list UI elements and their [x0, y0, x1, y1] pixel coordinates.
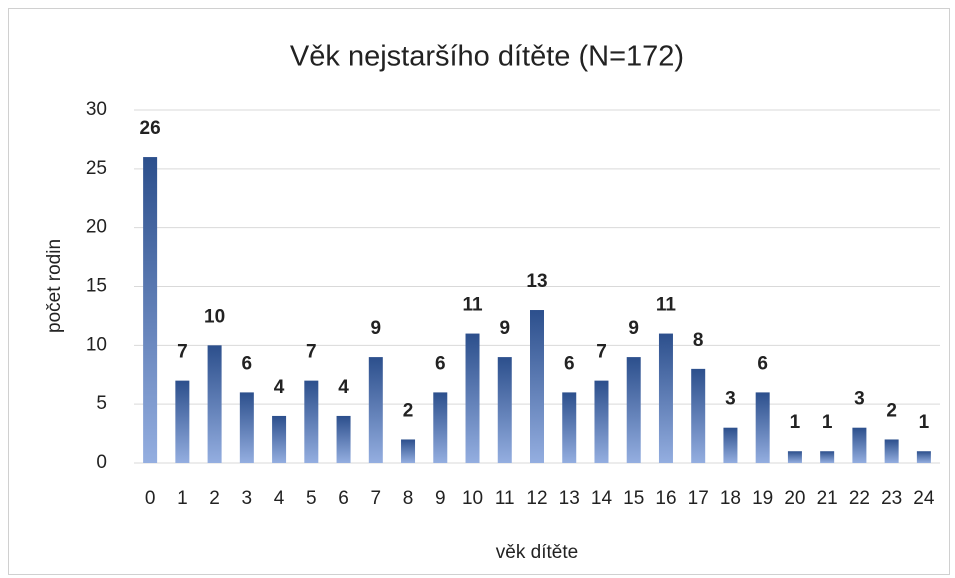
bar — [401, 439, 416, 463]
chart-title: Věk nejstaršího dítěte (N=172) — [290, 41, 684, 73]
x-axis-label: věk dítěte — [496, 542, 578, 563]
data-label: 6 — [757, 353, 768, 374]
data-label: 9 — [628, 318, 639, 339]
bar — [239, 392, 254, 463]
data-label: 7 — [177, 342, 188, 363]
x-tick-label: 24 — [913, 488, 935, 509]
bar — [723, 427, 738, 463]
x-tick-label: 1 — [177, 488, 188, 509]
x-tick-label: 17 — [688, 488, 709, 509]
x-tick-label: 5 — [306, 488, 317, 509]
x-tick-label: 22 — [849, 488, 870, 509]
data-label: 3 — [725, 389, 736, 410]
bar — [787, 451, 802, 463]
y-tick-label: 25 — [86, 158, 107, 179]
data-label: 1 — [790, 412, 801, 433]
data-label: 1 — [919, 412, 930, 433]
bar — [497, 357, 512, 463]
x-tick-label: 6 — [338, 488, 349, 509]
data-label: 7 — [596, 342, 607, 363]
x-tick-label: 14 — [591, 488, 613, 509]
chart-frame — [8, 8, 950, 575]
data-label: 9 — [371, 318, 382, 339]
bar — [530, 310, 544, 463]
data-label: 6 — [242, 353, 253, 374]
x-tick-label: 16 — [655, 488, 676, 509]
bar — [304, 380, 319, 463]
bar — [562, 392, 577, 463]
data-label: 6 — [435, 353, 446, 374]
x-tick-label: 18 — [720, 488, 741, 509]
x-tick-label: 10 — [462, 488, 483, 509]
bar — [820, 451, 835, 463]
x-tick-label: 20 — [784, 488, 805, 509]
bar — [594, 380, 609, 463]
x-tick-label: 23 — [881, 488, 902, 509]
x-tick-label: 8 — [403, 488, 414, 509]
x-tick-label: 4 — [274, 488, 285, 509]
y-tick-label: 5 — [96, 393, 107, 414]
bar — [336, 415, 351, 463]
bar — [272, 415, 287, 463]
y-tick-label: 10 — [86, 334, 107, 355]
data-label: 4 — [338, 377, 349, 398]
y-tick-label: 20 — [86, 217, 107, 238]
data-label: 3 — [854, 389, 865, 410]
x-tick-label: 13 — [559, 488, 580, 509]
bar — [884, 439, 899, 463]
data-label: 26 — [140, 118, 161, 139]
data-label: 13 — [526, 271, 547, 292]
data-label: 2 — [886, 400, 897, 421]
x-tick-label: 2 — [209, 488, 220, 509]
bar — [175, 380, 190, 463]
bar — [755, 392, 770, 463]
bar — [916, 451, 931, 463]
bar — [658, 333, 673, 463]
x-tick-label: 0 — [145, 488, 156, 509]
bar — [691, 368, 706, 463]
x-tick-label: 11 — [495, 488, 515, 509]
bar — [852, 427, 867, 463]
data-label: 11 — [462, 295, 483, 316]
bar — [465, 333, 480, 463]
x-tick-label: 3 — [242, 488, 253, 509]
y-axis-label: počet rodin — [44, 239, 65, 333]
data-label: 11 — [656, 295, 677, 316]
data-label: 6 — [564, 353, 575, 374]
x-tick-label: 7 — [371, 488, 382, 509]
x-tick-label: 12 — [526, 488, 547, 509]
x-tick-label: 21 — [817, 488, 838, 509]
data-label: 1 — [822, 412, 833, 433]
y-tick-label: 0 — [96, 452, 107, 473]
bar — [207, 345, 222, 463]
data-label: 9 — [499, 318, 510, 339]
x-tick-label: 15 — [623, 488, 644, 509]
y-tick-label: 15 — [86, 276, 107, 297]
data-label: 4 — [274, 377, 285, 398]
data-label: 7 — [306, 342, 317, 363]
bar — [143, 157, 158, 464]
x-tick-label: 9 — [435, 488, 446, 509]
bar — [433, 392, 448, 463]
data-label: 2 — [403, 400, 414, 421]
y-tick-label: 30 — [86, 99, 107, 120]
data-label: 10 — [204, 306, 225, 327]
data-label: 8 — [693, 330, 704, 351]
bar — [368, 357, 383, 463]
x-tick-label: 19 — [752, 488, 773, 509]
bar — [626, 357, 641, 463]
